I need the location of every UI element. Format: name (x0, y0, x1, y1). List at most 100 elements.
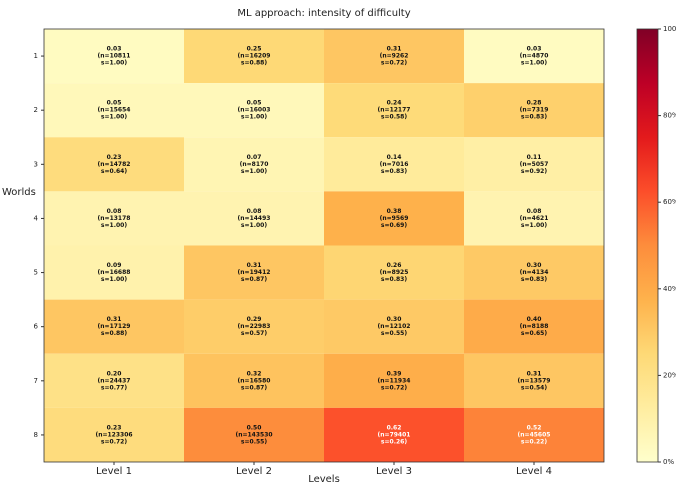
heatmap-cell (464, 353, 604, 408)
cell-n-label: (n=7319 (520, 107, 549, 114)
cell-n-label: (n=8170 (240, 161, 269, 168)
cell-n-label: (n=5057 (520, 161, 549, 168)
x-tick-label: Level 4 (516, 466, 552, 477)
cell-value-label: 0.31 (107, 316, 122, 323)
cell-s-label: s=0.83) (521, 114, 547, 121)
cell-s-label: s=1.00) (101, 276, 127, 283)
heatmap-cell (324, 407, 464, 462)
x-tick-label: Level 2 (236, 466, 272, 477)
cell-value-label: 0.50 (247, 424, 262, 431)
cell-n-label: (n=8925 (380, 269, 409, 276)
heatmap-cell (184, 83, 324, 138)
cell-value-label: 0.20 (107, 370, 122, 377)
cell-n-label: (n=24437 (98, 377, 131, 384)
x-axis-label: Levels (308, 474, 340, 484)
heatmap-cell (184, 29, 324, 84)
colorbar-tick-label: 20% (663, 371, 676, 379)
cell-n-label: (n=22983 (238, 323, 271, 330)
cell-s-label: s=1.00) (241, 114, 267, 121)
cell-value-label: 0.52 (527, 424, 542, 431)
cell-value-label: 0.31 (387, 46, 402, 53)
cell-n-label: (n=14782 (98, 161, 131, 168)
cell-value-label: 0.23 (107, 154, 122, 161)
cell-s-label: s=0.88) (241, 60, 267, 67)
y-tick-label: 4 (34, 214, 39, 222)
cell-value-label: 0.11 (527, 154, 542, 161)
heatmap-cell (44, 245, 184, 300)
cell-value-label: 0.31 (527, 370, 542, 377)
cell-s-label: s=1.00) (521, 222, 547, 229)
colorbar (636, 28, 659, 463)
cell-s-label: s=0.58) (381, 114, 407, 121)
y-tick-label: 5 (34, 269, 38, 277)
heatmap-cell (324, 191, 464, 246)
heatmap-cell (44, 137, 184, 192)
heatmap-cell (44, 353, 184, 408)
y-tick-label: 6 (34, 323, 39, 331)
cell-n-label: (n=4134 (520, 269, 549, 276)
cell-n-label: (n=16688 (98, 269, 131, 276)
cell-s-label: s=1.00) (101, 60, 127, 67)
cell-n-label: (n=4621 (520, 215, 549, 222)
colorbar-tick-label: 100 (663, 25, 676, 33)
heatmap-cell (184, 245, 324, 300)
cell-n-label: (n=13178 (98, 215, 131, 222)
y-tick-label: 8 (34, 431, 38, 439)
plot-frame (43, 28, 605, 463)
cell-s-label: s=0.72) (381, 384, 407, 391)
cell-s-label: s=1.00) (521, 60, 547, 67)
cell-n-label: (n=79401 (378, 431, 411, 438)
cell-n-label: (n=12102 (378, 323, 411, 330)
cell-value-label: 0.05 (247, 100, 262, 107)
heatmap-cell (464, 137, 604, 192)
cell-s-label: s=1.00) (241, 222, 267, 229)
heatmap-cell (324, 83, 464, 138)
cell-value-label: 0.08 (107, 208, 122, 215)
heatmap-cell (324, 137, 464, 192)
heatmap-cell (464, 83, 604, 138)
heatmap-cell (44, 29, 184, 84)
heatmap-cell (464, 29, 604, 84)
y-axis-label: Worlds (2, 187, 36, 198)
cell-value-label: 0.30 (527, 262, 542, 269)
heatmap-cell (44, 83, 184, 138)
heatmap-cell (324, 29, 464, 84)
cell-n-label: (n=4870 (520, 53, 549, 60)
heatmap-cell (324, 299, 464, 354)
cell-value-label: 0.28 (527, 100, 542, 107)
cell-s-label: s=0.57) (241, 330, 267, 337)
heatmap-cell (324, 353, 464, 408)
cell-s-label: s=0.22) (521, 438, 547, 445)
heatmap-cell (44, 191, 184, 246)
heatmap-cell (184, 299, 324, 354)
heatmap-cell (464, 299, 604, 354)
heatmap-cell (184, 191, 324, 246)
cell-s-label: s=0.77) (101, 384, 127, 391)
cell-s-label: s=0.87) (241, 276, 267, 283)
heatmap-cell (324, 245, 464, 300)
cell-s-label: s=0.65) (521, 330, 547, 337)
cell-value-label: 0.25 (247, 46, 262, 53)
cell-s-label: s=0.83) (521, 276, 547, 283)
cell-s-label: s=0.88) (101, 330, 127, 337)
cell-s-label: s=0.64) (101, 168, 127, 175)
heatmap-cell (184, 407, 324, 462)
cell-value-label: 0.07 (247, 154, 262, 161)
y-tick-label: 3 (34, 160, 38, 168)
cell-n-label: (n=9262 (380, 53, 409, 60)
cell-s-label: s=1.00) (101, 222, 127, 229)
x-tick-label: Level 3 (376, 466, 412, 477)
cell-n-label: (n=11934 (378, 377, 411, 384)
x-tick-label: Level 1 (96, 466, 132, 477)
heatmap-cell (464, 245, 604, 300)
cell-value-label: 0.24 (387, 100, 402, 107)
y-tick-label: 2 (34, 106, 38, 114)
cell-n-label: (n=16003 (238, 107, 271, 114)
chart-title: ML approach: intensity of difficulty (237, 8, 410, 19)
colorbar-tick-label: 0% (663, 458, 674, 466)
cell-value-label: 0.03 (107, 46, 122, 53)
cell-value-label: 0.09 (107, 262, 122, 269)
cell-s-label: s=0.72) (101, 438, 127, 445)
cell-value-label: 0.23 (107, 424, 122, 431)
